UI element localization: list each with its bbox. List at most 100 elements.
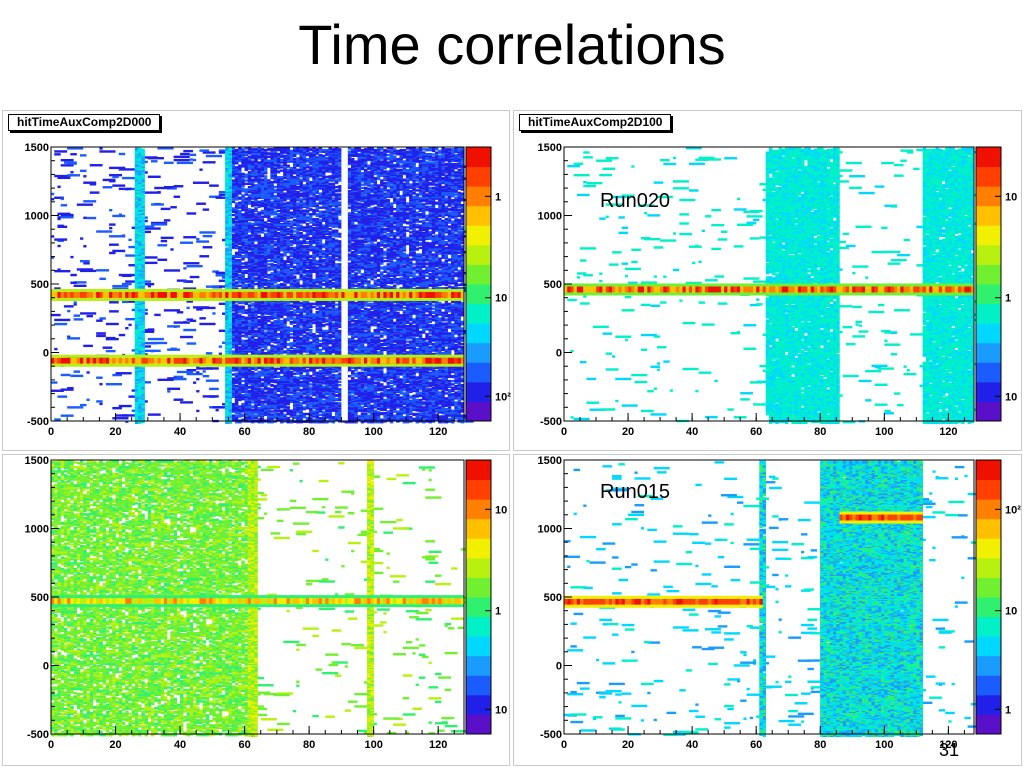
heatmap-cell xyxy=(396,394,399,396)
heatmap-cell xyxy=(399,382,402,384)
heatmap-cell xyxy=(396,378,399,380)
heatmap-cell xyxy=(328,334,331,336)
heatmap-cell xyxy=(232,414,235,416)
heatmap-cell xyxy=(435,370,438,372)
heatmap-cell xyxy=(274,341,277,343)
heatmap-cell xyxy=(306,369,309,371)
heatmap-cell xyxy=(370,344,373,346)
heatmap-cell xyxy=(412,368,415,370)
heatmap-cell xyxy=(403,376,406,378)
heatmap-cell xyxy=(309,396,312,398)
heatmap-cell xyxy=(338,402,341,404)
heatmap-cell xyxy=(364,322,367,324)
heatmap-cell xyxy=(316,400,319,402)
heatmap-cell xyxy=(287,331,290,333)
heatmap-cell xyxy=(283,396,286,398)
heatmap-cell xyxy=(454,380,457,382)
heatmap-cell xyxy=(338,326,341,328)
heatmap-cell xyxy=(364,331,367,333)
heatmap-cell xyxy=(332,416,335,418)
heatmap-cell xyxy=(296,406,299,408)
heatmap-cell xyxy=(387,389,390,391)
heatmap-cell xyxy=(364,388,367,390)
heatmap-cell xyxy=(258,334,261,336)
heatmap-cell xyxy=(396,368,399,370)
heatmap-cell xyxy=(316,391,319,393)
heatmap-cell xyxy=(335,407,338,409)
heatmap-cell xyxy=(458,349,461,351)
heatmap-cell xyxy=(264,391,267,393)
heatmap-cell xyxy=(306,325,309,327)
heatmap-cell xyxy=(441,322,444,324)
heatmap-cell xyxy=(241,342,244,344)
heatmap-cell xyxy=(293,386,296,388)
heatmap-cell xyxy=(261,403,264,405)
heatmap-cell xyxy=(238,368,241,370)
heatmap-cell xyxy=(283,325,286,327)
heatmap-cell xyxy=(432,401,435,403)
heatmap-cell xyxy=(454,401,457,403)
heatmap-cell xyxy=(380,392,383,394)
heatmap-cell xyxy=(306,373,309,375)
heatmap-cell xyxy=(387,347,390,349)
heatmap-cell xyxy=(399,322,402,324)
heatmap-cell xyxy=(270,388,273,390)
heatmap-cell xyxy=(319,407,322,409)
heatmap-cell xyxy=(338,381,341,383)
heatmap-cell xyxy=(251,401,254,403)
heatmap-cell xyxy=(380,400,383,402)
heatmap-cell xyxy=(287,348,290,350)
heatmap-cell xyxy=(338,388,341,390)
heatmap-cell xyxy=(251,414,254,416)
heatmap-cell xyxy=(306,349,309,351)
heatmap-cell xyxy=(264,368,267,370)
heatmap-cell xyxy=(303,335,306,337)
heatmap-cell xyxy=(432,391,435,393)
heatmap-cell xyxy=(383,339,386,341)
heatmap-cell xyxy=(312,393,315,395)
heatmap-cell xyxy=(445,326,448,328)
heatmap-cell xyxy=(419,367,422,369)
heatmap-cell xyxy=(232,336,235,338)
heatmap-cell xyxy=(316,335,319,337)
heatmap-cell xyxy=(316,345,319,347)
heatmap-cell xyxy=(364,408,367,410)
heatmap-cell xyxy=(299,327,302,329)
heatmap-cell xyxy=(445,397,448,399)
heatmap-cell xyxy=(287,395,290,397)
heatmap-cell xyxy=(287,352,290,354)
heatmap-cell xyxy=(432,343,435,345)
heatmap-cell xyxy=(451,383,454,385)
heatmap-cell xyxy=(393,331,396,333)
heatmap-cell xyxy=(351,345,354,347)
heatmap-cell xyxy=(261,349,264,351)
heatmap-cell xyxy=(458,319,461,321)
heatmap-cell xyxy=(303,387,306,389)
heatmap-cell xyxy=(432,324,435,326)
heatmap-cell xyxy=(232,373,235,375)
heatmap-cell xyxy=(322,346,325,348)
heatmap-cell xyxy=(274,396,277,398)
heatmap-cell xyxy=(270,322,273,324)
heatmap-cell xyxy=(422,338,425,340)
heatmap-cell xyxy=(258,388,261,390)
heatmap-cell xyxy=(370,322,373,324)
heatmap-cell xyxy=(312,379,315,381)
heatmap-cell xyxy=(254,387,257,389)
heatmap-cell xyxy=(458,408,461,410)
heatmap-cell xyxy=(325,347,328,349)
heatmap-cell xyxy=(390,385,393,387)
heatmap-cell xyxy=(377,378,380,380)
heatmap-cell xyxy=(248,386,251,388)
heatmap-cell xyxy=(280,348,283,350)
heatmap-cell xyxy=(451,393,454,395)
heatmap-cell xyxy=(290,333,293,335)
heatmap-cell xyxy=(280,343,283,345)
heatmap-cell xyxy=(328,374,331,376)
heatmap-cell xyxy=(258,350,261,352)
heatmap-cell xyxy=(258,346,261,348)
heatmap-cell xyxy=(309,341,312,343)
heatmap-cell xyxy=(258,319,261,321)
heatmap-cell xyxy=(412,341,415,343)
heatmap-cell xyxy=(441,369,444,371)
